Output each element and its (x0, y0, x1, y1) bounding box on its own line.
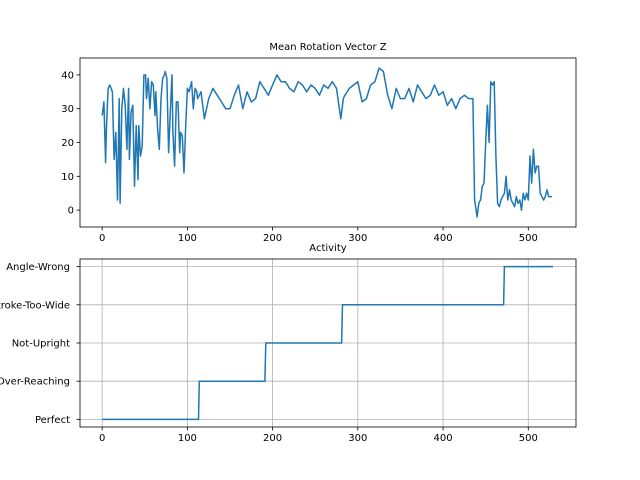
x-tick-label: 500 (519, 433, 538, 444)
activity-chart-frame (79, 258, 577, 428)
activity-line (102, 265, 553, 421)
rotation-chart-x-axis: 0 100 200 300 400 500 (99, 227, 538, 244)
activity-chart-y-axis: Perfect Over-Reaching Not-Upright Stroke-To… (0, 262, 80, 426)
x-tick-label: 100 (178, 433, 197, 444)
rotation-z-line (101, 67, 553, 218)
x-tick-label: 0 (99, 433, 105, 444)
x-tick-label: 500 (519, 233, 538, 244)
rotation-chart-series (101, 67, 553, 218)
x-tick-label: 300 (348, 433, 367, 444)
y-tick-label: 10 (61, 172, 74, 183)
x-tick-label: 200 (263, 233, 282, 244)
x-tick-label: 100 (178, 233, 197, 244)
y-tick-label: Not-Upright (12, 339, 70, 350)
y-tick-label: 30 (61, 104, 74, 115)
y-tick-label: 20 (61, 138, 74, 149)
activity-chart: Activity 0 100 200 300 400 500 Perfect Over-Re… (0, 243, 577, 444)
x-tick-label: 400 (434, 433, 453, 444)
x-tick-label: 400 (434, 233, 453, 244)
x-tick-label: 0 (99, 233, 105, 244)
y-tick-label: Angle-Wrong (6, 262, 70, 273)
rotation-chart-frame (79, 57, 577, 228)
activity-chart-title: Activity (309, 243, 346, 254)
activity-chart-series (102, 265, 553, 421)
y-tick-label: Over-Reaching (0, 377, 70, 388)
x-tick-label: 300 (348, 233, 367, 244)
activity-chart-x-axis: 0 100 200 300 400 500 (99, 427, 538, 444)
rotation-chart-y-axis: 0 10 20 30 40 (61, 70, 80, 217)
y-tick-label: Perfect (35, 415, 70, 426)
y-tick-label: 0 (68, 206, 74, 217)
rotation-chart-title: Mean Rotation Vector Z (269, 42, 386, 53)
y-tick-label: 40 (61, 70, 74, 81)
rotation-chart: Mean Rotation Vector Z 0 100 200 300 400 500 … (61, 42, 577, 244)
y-tick-label: Stroke-Too-Wide (0, 300, 70, 311)
x-tick-label: 200 (263, 433, 282, 444)
